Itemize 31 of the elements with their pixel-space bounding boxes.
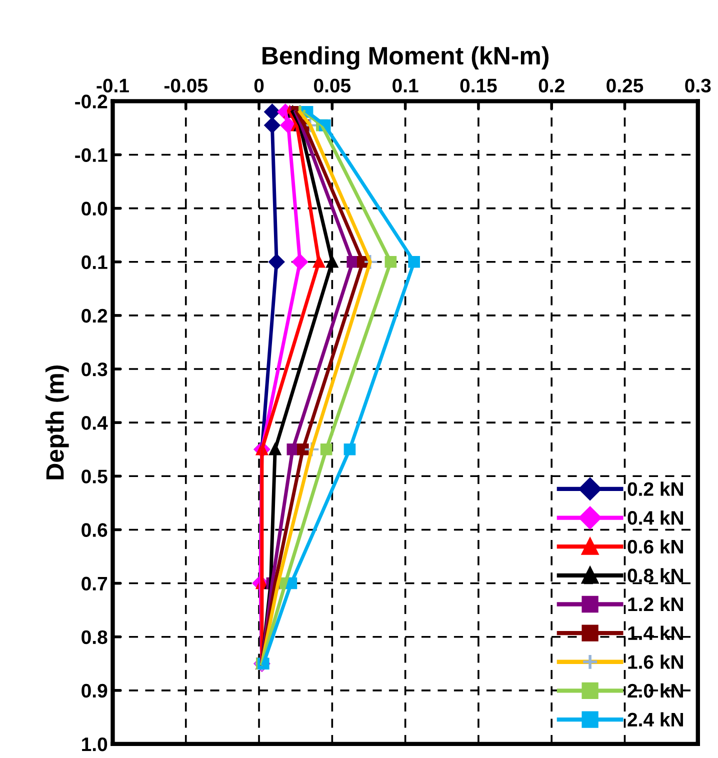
legend-label: 1.2 kN [628,596,683,612]
x-tick-label: 0.05 [314,78,351,92]
y-tick-label: 0.5 [82,470,108,484]
x-tick-label: 0.15 [460,78,497,92]
legend-label: 0.2 kN [628,482,683,496]
legend-label: 0.4 kN [628,510,683,525]
y-tick-label: -0.2 [75,94,108,108]
x-tick-label: -0.05 [164,78,208,92]
y-tick-label: 0.9 [82,684,108,698]
y-tick-label: 1.0 [82,737,108,752]
x-tick-label: 0 [254,78,264,92]
y-tick-label: 0.2 [82,308,108,323]
y-tick-label: 0.8 [82,630,108,644]
y-tick-label: 0.4 [82,416,108,430]
y-tick-label: 0.3 [82,362,108,376]
x-tick-label: 0.1 [392,78,418,92]
legend-label: 0.8 kN [628,568,683,582]
x-axis-title: Bending Moment (kN-m) [262,46,549,70]
x-tick-label: 0.25 [606,78,644,92]
y-tick-label: 0.0 [82,202,108,216]
x-tick-label: 0.3 [685,78,711,93]
y-tick-label: -0.1 [75,148,108,162]
legend-label: 2.4 kN [628,712,683,726]
legend-label: 0.6 kN [628,539,683,554]
y-tick-label: 0.7 [82,576,108,591]
y-axis-title: Depth (m) [46,366,69,480]
legend-label: 1.6 kN [628,654,683,669]
x-tick-label: 0.2 [538,78,564,92]
y-tick-label: 0.6 [82,523,108,537]
y-tick-label: 0.1 [82,255,108,270]
x-tick-label: -0.1 [96,78,129,92]
